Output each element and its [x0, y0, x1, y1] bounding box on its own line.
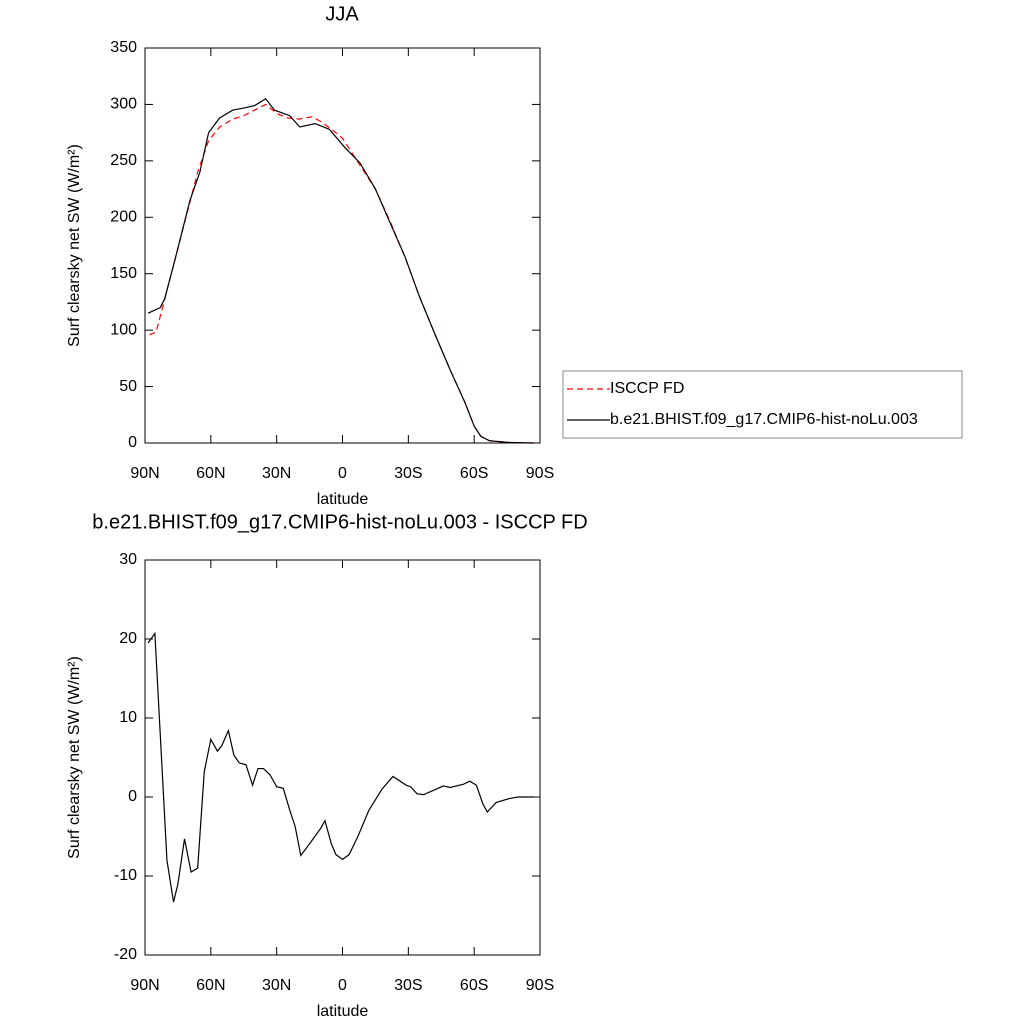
x-tick-label: 90S — [526, 465, 554, 482]
data-line — [149, 103, 534, 444]
y-tick-label: 250 — [110, 152, 137, 169]
y-tick-label: 150 — [110, 265, 137, 282]
data-line — [147, 97, 534, 444]
x-tick-label: 30N — [262, 465, 291, 482]
y-tick-label: 20 — [119, 630, 137, 647]
x-tick-label: 0 — [338, 977, 347, 994]
x-tick-label: 60N — [196, 465, 225, 482]
x-tick-label: 30S — [394, 465, 422, 482]
legend-label: ISCCP FD — [610, 380, 684, 397]
y-tick-label: 50 — [119, 378, 137, 395]
y-axis-label: Surf clearsky net SW (W/m²) — [66, 144, 83, 347]
plot-frame — [144, 559, 541, 956]
y-tick-label: 10 — [119, 709, 137, 726]
chart-title: b.e21.BHIST.f09_g17.CMIP6-hist-noLu.003 … — [92, 511, 587, 533]
y-tick-label: 100 — [110, 321, 137, 338]
legend-label: b.e21.BHIST.f09_g17.CMIP6-hist-noLu.003 — [610, 411, 918, 428]
x-axis-label: latitude — [317, 491, 369, 508]
x-tick-label: 60N — [196, 977, 225, 994]
y-tick-label: -10 — [114, 867, 137, 884]
legend-box — [562, 370, 963, 439]
y-axis-label: Surf clearsky net SW (W/m²) — [66, 656, 83, 859]
plot-frame — [144, 47, 541, 444]
data-line — [147, 631, 534, 903]
x-axis-label: latitude — [317, 1003, 369, 1020]
y-tick-label: 350 — [110, 39, 137, 56]
y-tick-label: 0 — [128, 788, 137, 805]
y-tick-label: 30 — [119, 551, 137, 568]
x-tick-label: 0 — [338, 465, 347, 482]
y-tick-label: 0 — [128, 434, 137, 451]
x-tick-label: 60S — [460, 465, 488, 482]
x-tick-label: 90N — [130, 977, 159, 994]
chart-title: JJA — [325, 3, 359, 25]
x-tick-label: 90N — [130, 465, 159, 482]
x-tick-label: 30S — [394, 977, 422, 994]
y-tick-label: 200 — [110, 209, 137, 226]
x-tick-label: 60S — [460, 977, 488, 994]
y-tick-label: 300 — [110, 96, 137, 113]
x-tick-label: 90S — [526, 977, 554, 994]
y-tick-label: -20 — [114, 946, 137, 963]
x-tick-label: 30N — [262, 977, 291, 994]
